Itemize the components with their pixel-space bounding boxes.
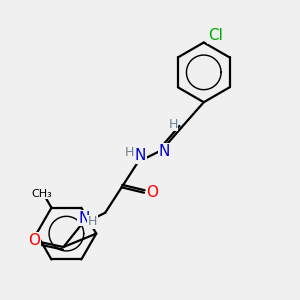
Text: N: N xyxy=(135,148,146,163)
Text: N: N xyxy=(159,144,170,159)
Text: H: H xyxy=(125,146,134,159)
Text: Cl: Cl xyxy=(208,28,223,44)
Text: CH₃: CH₃ xyxy=(32,188,52,199)
Text: H: H xyxy=(88,215,98,228)
Text: H: H xyxy=(168,118,178,130)
Text: O: O xyxy=(146,184,158,200)
Text: O: O xyxy=(28,233,40,248)
Text: N: N xyxy=(78,211,89,226)
